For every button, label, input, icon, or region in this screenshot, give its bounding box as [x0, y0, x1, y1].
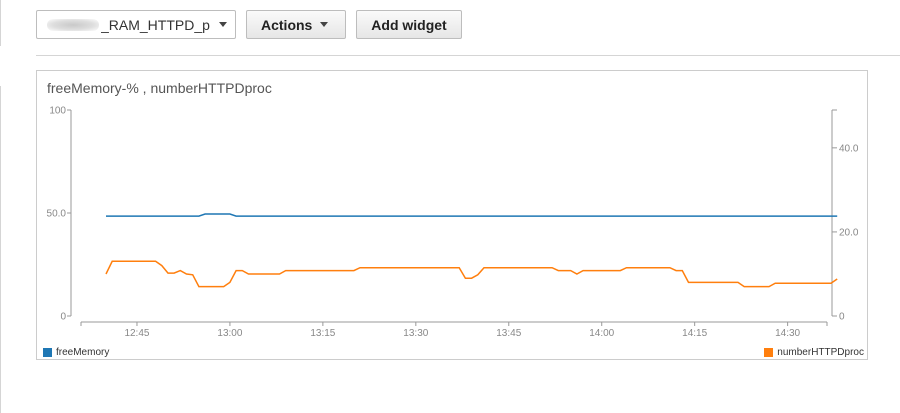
header-divider: [36, 55, 900, 56]
legend-item-free-memory[interactable]: freeMemory: [43, 347, 109, 358]
add-widget-button-label: Add widget: [371, 16, 447, 33]
chevron-down-icon: [320, 22, 329, 27]
left-axis-tick-label: 100: [49, 106, 66, 117]
x-axis-tick-label: 14:15: [682, 328, 707, 339]
x-axis-tick-label: 12:45: [124, 328, 149, 339]
left-panel-border-top: [0, 0, 1, 46]
dashboard-select-value: _RAM_HTTPD_p…: [101, 16, 211, 33]
x-axis-tick-label: 13:30: [403, 328, 428, 339]
left-axis-tick-label: 50.0: [47, 209, 67, 220]
redacted-text: [47, 18, 99, 31]
add-widget-button[interactable]: Add widget: [356, 10, 462, 39]
actions-button-label: Actions: [261, 16, 313, 33]
x-axis-tick-label: 13:15: [310, 328, 335, 339]
legend-item-number-httpd-proc[interactable]: numberHTTPDproc: [764, 347, 864, 358]
dashboard-select[interactable]: _RAM_HTTPD_p…: [36, 10, 236, 39]
metric-widget[interactable]: freeMemory-% , numberHTTPDproc 100 50.0 0 4…: [36, 70, 868, 360]
legend-label: freeMemory: [56, 347, 110, 358]
right-axis-tick-label: 20.0: [839, 227, 859, 238]
series-line-freememory: [106, 213, 838, 217]
right-axis-tick-label: 40.0: [839, 143, 859, 154]
x-axis-tick-label: 14:30: [775, 328, 800, 339]
x-axis-tick-label: 13:45: [496, 328, 521, 339]
legend-label: numberHTTPDproc: [777, 347, 864, 358]
line-chart: 100 50.0 0 40.0 20.0 0 12:45 13:00 13:15 13:30 13:…: [47, 106, 859, 340]
legend-swatch: [764, 348, 774, 357]
x-axis-tick-label: 13:00: [217, 328, 242, 339]
actions-button[interactable]: Actions: [246, 10, 346, 39]
right-axis-tick-label: 0: [839, 312, 845, 323]
x-axis-tick-label: 14:00: [589, 328, 614, 339]
series-line-numberhttpdproc: [105, 260, 838, 288]
left-axis-tick-label: 0: [60, 312, 66, 323]
widget-title: freeMemory-% , numberHTTPDproc: [47, 80, 272, 96]
legend-swatch: [43, 348, 52, 357]
left-panel-border-bottom: [0, 86, 1, 413]
chevron-down-icon: [219, 22, 227, 27]
